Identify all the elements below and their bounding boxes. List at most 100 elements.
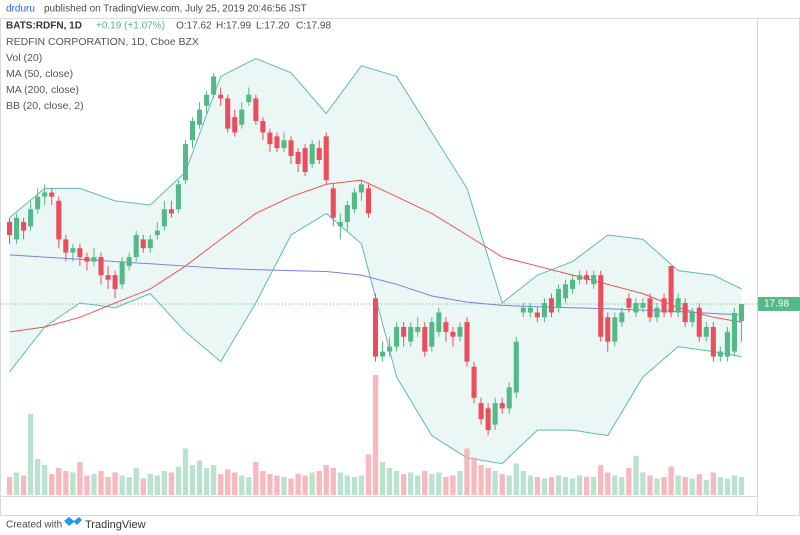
- candle-body: [450, 331, 456, 337]
- candle-body: [492, 403, 498, 425]
- candle-body: [612, 317, 618, 342]
- volume-bar: [499, 474, 505, 495]
- candle-body: [682, 303, 688, 323]
- volume-bar: [591, 477, 597, 495]
- candle-body: [731, 312, 737, 352]
- candle-body: [204, 94, 210, 106]
- volume-bar: [133, 468, 139, 495]
- candle-body: [738, 303, 745, 322]
- candle-body: [154, 230, 160, 235]
- candle-body: [710, 326, 716, 357]
- axes: 17.98: [758, 296, 800, 311]
- candle-body: [443, 322, 449, 332]
- volume-bar: [710, 472, 717, 495]
- volume-bar: [682, 477, 688, 495]
- bb-fill: [9, 58, 742, 464]
- volume-bar: [161, 471, 168, 495]
- volume-bar: [288, 478, 294, 495]
- candle-body: [633, 303, 639, 313]
- legend: REDFIN CORPORATION, 1D, Cboe BZX Vol (20…: [6, 36, 199, 112]
- candle-body: [168, 209, 174, 214]
- candle-body: [717, 351, 723, 357]
- candle-body: [358, 184, 364, 193]
- candle-body: [35, 196, 41, 210]
- candle-body: [724, 331, 730, 357]
- volume-bar: [408, 472, 414, 495]
- volume-bar: [541, 478, 548, 495]
- candle-body: [401, 326, 407, 337]
- candle-body: [182, 144, 189, 181]
- symbol: BATS:RDFN, 1D: [6, 21, 82, 32]
- volume-bar: [626, 468, 632, 495]
- candle-body: [274, 136, 280, 149]
- candle-body: [675, 298, 681, 313]
- candle-body: [175, 184, 181, 210]
- legend-bb: BB (20, close, 2): [6, 100, 84, 112]
- candle-body: [6, 222, 13, 235]
- ohlc-close: C:17.98: [296, 21, 331, 32]
- footer-brand[interactable]: TradingView: [85, 519, 146, 531]
- candle-body: [668, 266, 674, 313]
- volume-bar: [386, 468, 393, 495]
- volume-bar: [633, 456, 639, 495]
- candle-body: [302, 148, 308, 173]
- candle-body: [147, 239, 153, 249]
- candle-body: [225, 98, 231, 129]
- author[interactable]: drduru: [6, 4, 35, 15]
- candle-body: [626, 298, 632, 308]
- volume-bar: [56, 468, 62, 495]
- candle-body: [415, 326, 421, 332]
- volume-bar: [506, 475, 512, 495]
- volume-bar: [239, 475, 245, 495]
- volume-bar: [84, 475, 90, 495]
- candle-body: [267, 132, 273, 145]
- candle-body: [14, 217, 20, 240]
- candle-body: [387, 346, 393, 352]
- plot: [0, 57, 757, 495]
- candle-body: [478, 403, 484, 420]
- candle-body: [471, 366, 477, 398]
- candle-body: [119, 261, 125, 285]
- volume-bar: [119, 475, 125, 495]
- volume-bar: [309, 472, 315, 495]
- volume-bar: [738, 477, 745, 495]
- last-price-box: [758, 296, 800, 311]
- volume-bar: [232, 472, 238, 495]
- candle-body: [464, 322, 470, 362]
- volume-bar: [63, 471, 69, 495]
- candle-body: [640, 303, 646, 308]
- candle-body: [380, 351, 386, 357]
- volume-bar: [323, 465, 329, 495]
- volume-bar: [619, 477, 625, 495]
- candle-body: [696, 307, 702, 337]
- ohlc-low: L:17.20: [256, 21, 290, 32]
- last-price-label: 17.98: [764, 299, 789, 310]
- ma200-line: [9, 254, 742, 316]
- volume-bar: [344, 475, 351, 495]
- candle-body: [133, 234, 139, 258]
- candle-body: [323, 136, 329, 181]
- bb-upper: [9, 57, 742, 304]
- volume-bar: [598, 465, 604, 495]
- volume-bar: [358, 475, 365, 495]
- candle-body: [344, 205, 350, 223]
- candle-body: [140, 239, 146, 249]
- candle-body: [189, 120, 196, 141]
- volume-bar: [260, 471, 266, 495]
- candle-body: [577, 275, 583, 280]
- candle-body: [436, 312, 442, 332]
- candle-body: [105, 275, 111, 280]
- volume-bar: [13, 472, 20, 495]
- volume-bar: [168, 472, 175, 495]
- candle-body: [520, 307, 526, 313]
- volume-bar: [351, 477, 358, 495]
- candle-body: [555, 288, 562, 308]
- ma50-line: [9, 179, 742, 333]
- volume-bar: [70, 472, 76, 495]
- volume-bar: [731, 475, 738, 495]
- legend-volume: Vol (20): [6, 52, 42, 64]
- volume-bar: [182, 448, 189, 495]
- volume-bar: [34, 459, 41, 495]
- candle-body: [42, 192, 48, 197]
- volume-bar: [217, 474, 224, 495]
